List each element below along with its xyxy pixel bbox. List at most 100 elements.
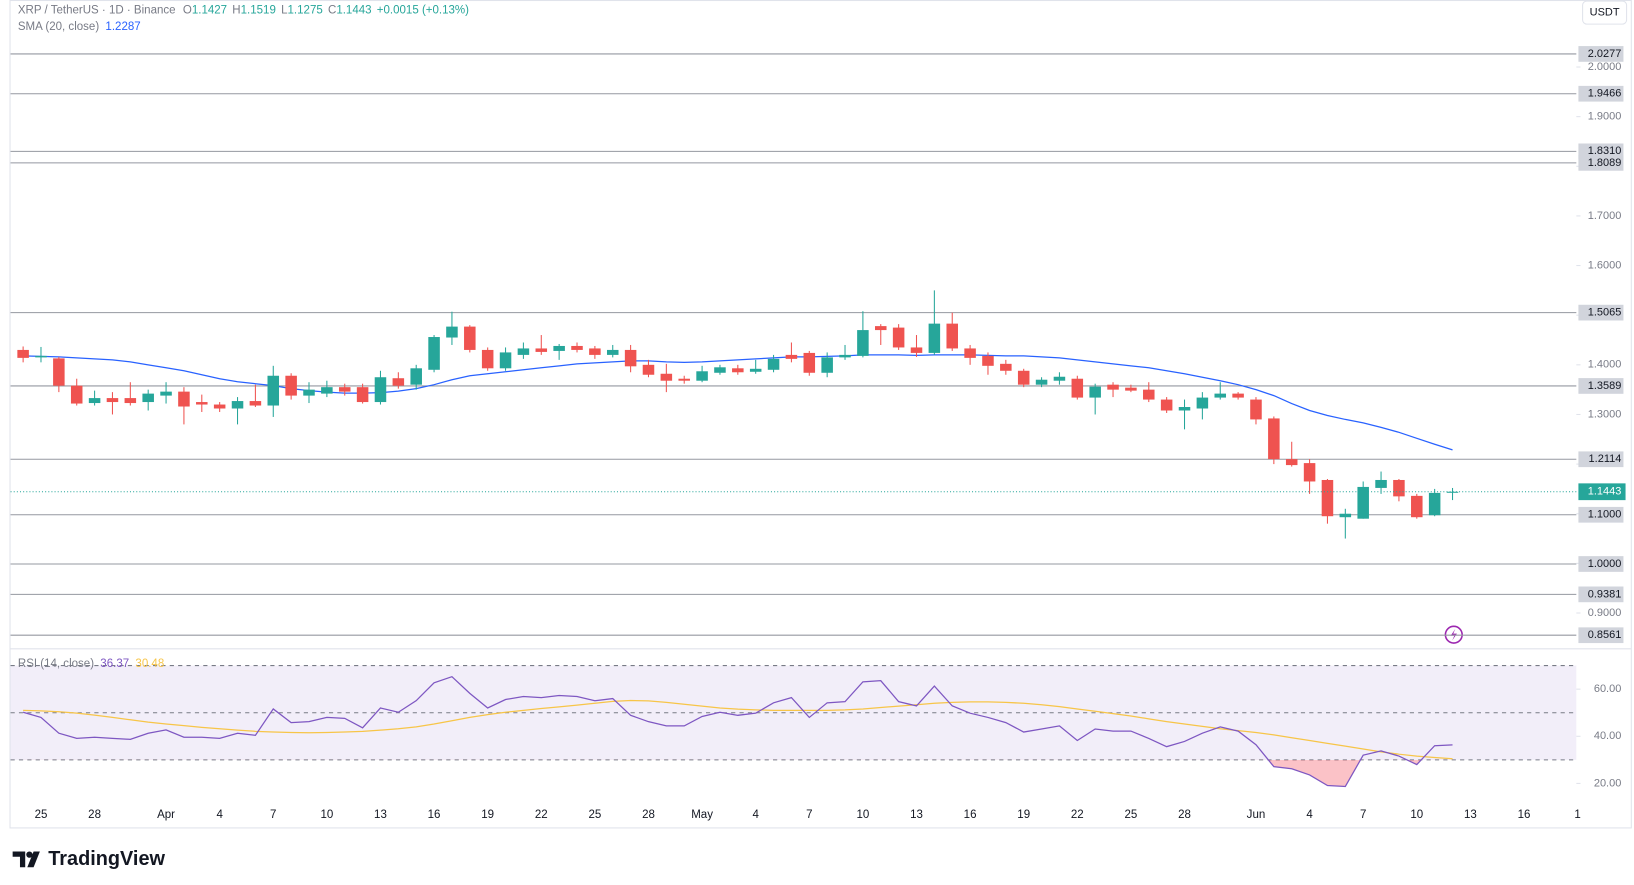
rsi-ma-line: [23, 699, 1453, 760]
symbol-title: XRP / TetherUS · 1D · Binance: [18, 5, 176, 17]
sma-line: [23, 354, 1453, 451]
x-tick-label: 25: [1125, 809, 1138, 821]
level-label: 2.0277: [1588, 48, 1622, 60]
level-label-box: [1578, 556, 1624, 572]
candle-body: [571, 345, 583, 350]
candle-body: [267, 375, 280, 406]
candle-body: [213, 404, 226, 409]
candle-body: [660, 373, 673, 381]
candle-body: [106, 398, 119, 403]
x-tick-label: 7: [1360, 809, 1366, 821]
x-tick-label: 4: [216, 809, 223, 821]
candle-body: [285, 375, 297, 396]
candle-body: [428, 337, 440, 370]
indicator-value: 1.2287: [105, 21, 140, 33]
candle-body: [1339, 513, 1352, 518]
level-label-box: [1578, 85, 1624, 102]
level-label: 0.8561: [1588, 629, 1622, 641]
level-label-box: [1578, 451, 1624, 468]
candle-body: [803, 352, 816, 373]
x-tick-label: 4: [752, 809, 759, 821]
x-tick-label: 16: [428, 809, 441, 821]
candle-body: [535, 348, 548, 352]
candle-body: [410, 368, 422, 385]
candle-body: [875, 326, 887, 331]
logo-mark[interactable]: [26, 851, 33, 858]
currency-label[interactable]: USDT: [1590, 6, 1620, 18]
candle-body: [964, 348, 976, 358]
rsi-line: [22, 675, 1453, 788]
candle-body: [785, 354, 798, 359]
candle-body: [88, 398, 101, 404]
x-tick-label: 22: [1071, 809, 1084, 821]
candle-body: [1196, 397, 1209, 409]
candle-body: [70, 385, 83, 404]
chart-frame: [9, 0, 1632, 829]
candle-body: [1089, 386, 1101, 398]
logo-mark[interactable]: [12, 851, 26, 868]
candle-body: [1446, 491, 1459, 493]
level-label-box: [1578, 627, 1624, 644]
y-tick-label: 1.6000: [1588, 259, 1622, 271]
candle-body: [1017, 370, 1030, 385]
candle-body: [249, 401, 262, 406]
level-label-box: [1578, 155, 1624, 171]
candle-body: [321, 387, 333, 394]
candle-body: [1411, 495, 1423, 518]
candle-body: [160, 391, 172, 396]
candle-body: [196, 402, 208, 405]
ohlc-value: 1.1519: [241, 5, 276, 17]
candle-body: [303, 389, 315, 396]
x-tick-label: 10: [856, 809, 869, 821]
x-tick-label: 1: [1574, 809, 1580, 821]
x-tick-label: 10: [320, 809, 333, 821]
brand[interactable]: TradingView: [48, 848, 165, 870]
legend-row: RSI (14, close) 36.37 30.48: [18, 658, 164, 670]
x-tick-label: Jun: [1247, 809, 1266, 821]
y-tick-label: 2.0000: [1588, 61, 1622, 73]
level-label-box: [1578, 46, 1624, 62]
candle-body: [1321, 479, 1334, 517]
candle-body: [1143, 389, 1155, 400]
candle-body: [53, 358, 65, 386]
candle-body: [338, 387, 351, 392]
change-value: +0.0015 (+0.13%): [377, 5, 469, 17]
candle-body: [1268, 418, 1280, 460]
candle-body: [839, 354, 851, 358]
candle-body: [481, 349, 494, 369]
candle-body: [124, 398, 137, 404]
candle-body: [1125, 387, 1137, 391]
candle-body: [1214, 393, 1227, 398]
logo[interactable]: TradingView: [12, 848, 166, 870]
candle-body: [767, 358, 780, 370]
candle-body: [892, 327, 905, 348]
level-label: 1.0000: [1588, 558, 1622, 570]
candle-body: [1178, 407, 1191, 411]
ohlc-label: O: [183, 5, 192, 17]
logo-mark[interactable]: [27, 851, 40, 868]
level-label-box: [1578, 304, 1624, 321]
currency-button[interactable]: [1582, 0, 1628, 25]
candle-body: [946, 323, 958, 349]
candle-body: [1160, 399, 1173, 411]
x-tick-label: 10: [1410, 809, 1423, 821]
last-price-box: [1578, 483, 1626, 501]
level-label: 1.3589: [1588, 380, 1622, 392]
level-label-box: [1578, 586, 1624, 603]
candle-body: [499, 352, 512, 369]
x-tick-label: 7: [806, 809, 812, 821]
y-tick-label: 1.9000: [1588, 111, 1622, 123]
last-price-label: 1.1443: [1588, 486, 1622, 498]
x-tick-label: 25: [35, 809, 48, 821]
level-label: 1.9466: [1588, 88, 1622, 100]
indicator-value: 36.37: [100, 658, 129, 670]
candle-body: [1375, 479, 1387, 488]
y-tick-label: 1.4000: [1588, 359, 1622, 371]
x-tick-label: May: [691, 809, 713, 821]
x-tick-label: 28: [642, 809, 655, 821]
y-tick-label: 0.9000: [1588, 607, 1622, 619]
candle-body: [178, 391, 190, 407]
y-tick-label: 1.3000: [1588, 408, 1622, 420]
